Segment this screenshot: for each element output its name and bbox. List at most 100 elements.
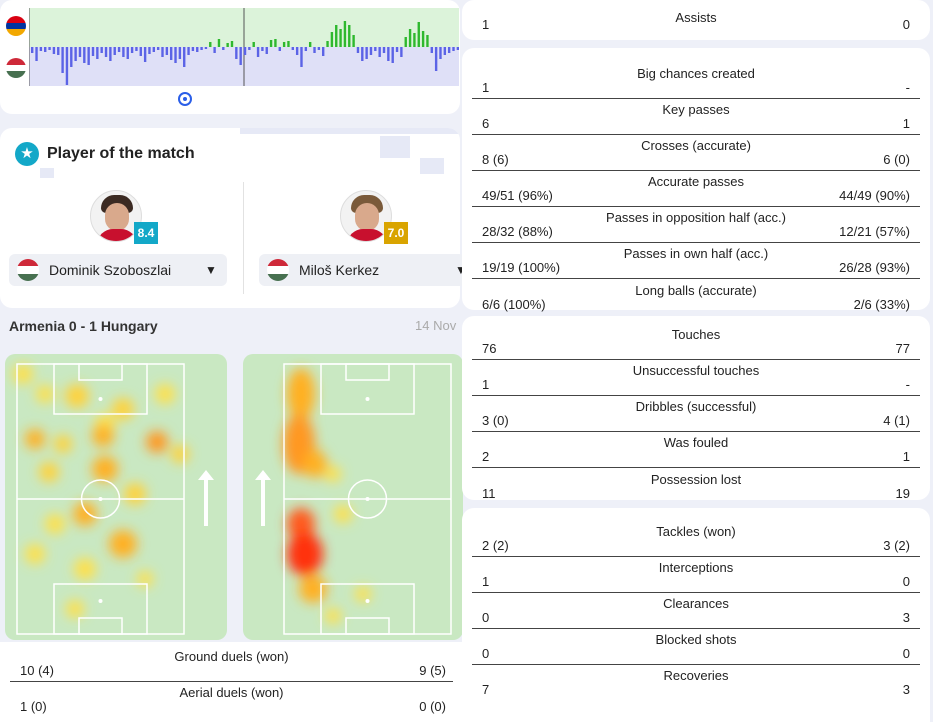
stat-away-value: 12/21 (57%) [839, 224, 910, 239]
decor-block [420, 158, 444, 174]
potm-title: Player of the match [47, 145, 195, 162]
stat-away-value: 26/28 (93%) [839, 260, 910, 275]
stat-divider [472, 467, 920, 468]
momentum-bar [74, 47, 77, 61]
momentum-bar [339, 29, 342, 47]
momentum-bar [265, 47, 268, 54]
momentum-bar [165, 47, 169, 55]
momentum-bar [148, 47, 151, 54]
stat-away-value: 4 (1) [883, 413, 910, 428]
momentum-bar [261, 47, 264, 51]
momentum-bar [361, 47, 364, 61]
momentum-bar [248, 47, 251, 50]
stat-label: Crosses (accurate) [641, 138, 751, 153]
momentum-bar [395, 47, 399, 52]
stat-divider [472, 278, 920, 279]
momentum-bar [317, 47, 321, 50]
stat-home-value: 1 [482, 377, 490, 392]
momentum-bar [48, 47, 51, 50]
momentum-bar [365, 47, 368, 59]
momentum-bar [122, 47, 125, 57]
momentum-bar [152, 47, 156, 52]
stats-card-passing: Big chances created 1 - Key passes 6 1 C… [462, 48, 930, 312]
momentum-bar [230, 41, 234, 47]
momentum-bar [291, 47, 294, 50]
armenia-flag-icon [6, 16, 26, 36]
momentum-bar [52, 47, 56, 54]
momentum-bar [239, 47, 242, 65]
momentum-bar [326, 41, 329, 47]
stat-row: Big chances created 1 - [462, 63, 930, 99]
stats-card-possession: Touches 76 77 Unsuccessful touches 1 - D… [462, 316, 930, 501]
momentum-bar [439, 47, 442, 59]
stat-row: Possession lost 11 19 [462, 469, 930, 505]
hungary-flag-icon [6, 58, 26, 78]
momentum-bar [413, 33, 416, 47]
player-select-away[interactable]: Miloš Kerkez ▼ [259, 254, 467, 286]
match-title[interactable]: Armenia 0 - 1 Hungary [9, 318, 158, 334]
stat-label: Big chances created [637, 66, 755, 81]
stat-home-value: 0 [482, 610, 490, 625]
stat-away-value: 6 (0) [883, 152, 910, 167]
stat-home-value: 0 [482, 646, 490, 661]
stat-label: Passes in own half (acc.) [623, 246, 769, 261]
player-avatar-szoboszlai[interactable] [90, 190, 142, 242]
stat-label: Dribbles (successful) [635, 399, 757, 414]
stat-away-value: 3 [902, 610, 910, 625]
decor-block [380, 136, 410, 158]
stat-row: Clearances 0 3 [462, 593, 930, 629]
stat-label: Aerial duels (won) [179, 685, 284, 700]
momentum-bar [35, 47, 38, 61]
stat-row: Key passes 6 1 [462, 99, 930, 135]
momentum-bar [100, 47, 103, 53]
player-select-home[interactable]: Dominik Szoboszlai ▼ [9, 254, 227, 286]
stat-label: Tackles (won) [656, 524, 736, 539]
stat-away-value: 1 [902, 116, 910, 131]
momentum-bar [278, 47, 281, 51]
momentum-bar [96, 47, 99, 59]
stat-away-value: - [905, 80, 910, 95]
momentum-bar [282, 42, 286, 47]
divider [243, 182, 244, 294]
stat-away-value: 0 [902, 574, 910, 589]
momentum-bar [369, 47, 373, 55]
stat-divider [472, 170, 920, 171]
heatmap-away [243, 354, 463, 640]
football-icon [178, 92, 192, 106]
momentum-bar [196, 47, 199, 52]
momentum-bar [174, 47, 177, 63]
stat-row: Passes in own half (acc.) 19/19 (100%) 2… [462, 243, 930, 279]
stat-away-value: 0 [902, 646, 910, 661]
stat-label: Interceptions [658, 560, 734, 575]
momentum-bar [200, 47, 203, 50]
momentum-bar [104, 47, 108, 57]
stat-row: Passes in opposition half (acc.) 28/32 (… [462, 207, 930, 243]
stat-label: Blocked shots [655, 632, 737, 647]
momentum-bar [452, 47, 455, 51]
stat-label: Key passes [662, 102, 730, 117]
momentum-bar [356, 47, 360, 53]
stats-card-defending: Tackles (won) 2 (2) 3 (2) Interceptions … [462, 508, 930, 722]
momentum-bar [408, 29, 412, 47]
momentum-bar [178, 47, 182, 59]
momentum-bar [126, 47, 129, 59]
stat-home-value: 8 (6) [482, 152, 509, 167]
attack-direction-arrow-icon [198, 470, 214, 526]
momentum-bar [235, 47, 238, 59]
momentum-bar [434, 47, 438, 71]
momentum-bar [308, 42, 312, 47]
stat-home-value: 10 (4) [20, 663, 54, 678]
momentum-bar [243, 47, 247, 55]
stat-label: Assists [675, 10, 717, 25]
momentum-graph[interactable] [29, 8, 459, 86]
stat-label: Long balls (accurate) [635, 283, 757, 298]
stats-card-attack-summary: Assists 1 0 [462, 0, 930, 40]
momentum-bar [183, 47, 186, 67]
momentum-bar [61, 47, 64, 73]
momentum-bar [143, 47, 147, 62]
heatmap-home [5, 354, 227, 640]
momentum-bar [70, 47, 73, 67]
stat-label: Touches [671, 327, 721, 342]
momentum-bar [295, 47, 299, 55]
player-avatar-kerkez[interactable] [340, 190, 392, 242]
